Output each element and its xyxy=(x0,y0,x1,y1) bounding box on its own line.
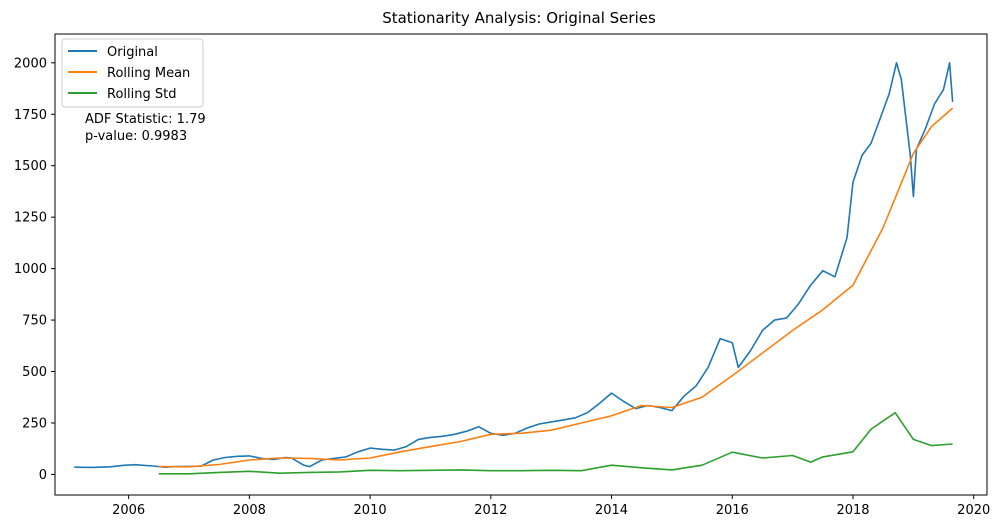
series-line-rolling-std xyxy=(158,411,953,475)
y-tick-label: 500 xyxy=(22,365,47,380)
y-tick-label: 1250 xyxy=(14,211,47,226)
x-tick-label: 2016 xyxy=(716,503,749,518)
adf-statistic-annotation: ADF Statistic: 1.79 xyxy=(85,112,206,127)
x-tick-label: 2014 xyxy=(595,503,628,518)
x-tick-label: 2008 xyxy=(233,503,266,518)
legend-label-rolling-mean: Rolling Mean xyxy=(107,66,190,81)
y-tick-label: 750 xyxy=(22,314,47,329)
y-tick-label: 1750 xyxy=(14,108,47,123)
x-axis: 2006 2008 2010 2012 2014 2016 2018 2020 xyxy=(112,495,990,518)
legend-label-original: Original xyxy=(107,45,158,60)
series-line-rolling-mean xyxy=(158,107,954,468)
legend-box xyxy=(61,38,204,108)
x-tick-label: 2012 xyxy=(474,503,507,518)
y-axis: 0 250 500 750 1000 1250 1500 1750 2000 xyxy=(14,56,55,483)
x-tick-label: 2006 xyxy=(112,503,145,518)
series-layer xyxy=(74,62,954,475)
series-line-original xyxy=(74,62,954,469)
x-tick-label: 2010 xyxy=(354,503,387,518)
chart-title: Stationarity Analysis: Original Series xyxy=(382,9,656,27)
legend-label-rolling-std: Rolling Std xyxy=(107,87,176,102)
p-value-annotation: p-value: 0.9983 xyxy=(85,129,187,144)
y-tick-label: 2000 xyxy=(14,56,47,71)
x-tick-label: 2020 xyxy=(957,503,990,518)
legend: Original Rolling Mean Rolling Std xyxy=(61,38,204,108)
y-tick-label: 250 xyxy=(22,416,47,431)
x-tick-label: 2018 xyxy=(836,503,869,518)
y-tick-label: 1000 xyxy=(14,262,47,277)
plot-frame xyxy=(54,33,988,496)
y-tick-label: 1500 xyxy=(14,159,47,174)
y-tick-label: 0 xyxy=(39,468,47,483)
